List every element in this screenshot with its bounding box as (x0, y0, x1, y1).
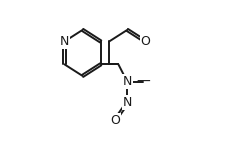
Text: O: O (140, 35, 150, 48)
Text: N: N (60, 35, 69, 48)
Text: N: N (122, 96, 132, 109)
Text: N: N (122, 75, 132, 88)
Text: O: O (110, 114, 120, 127)
Text: —: — (136, 75, 149, 89)
